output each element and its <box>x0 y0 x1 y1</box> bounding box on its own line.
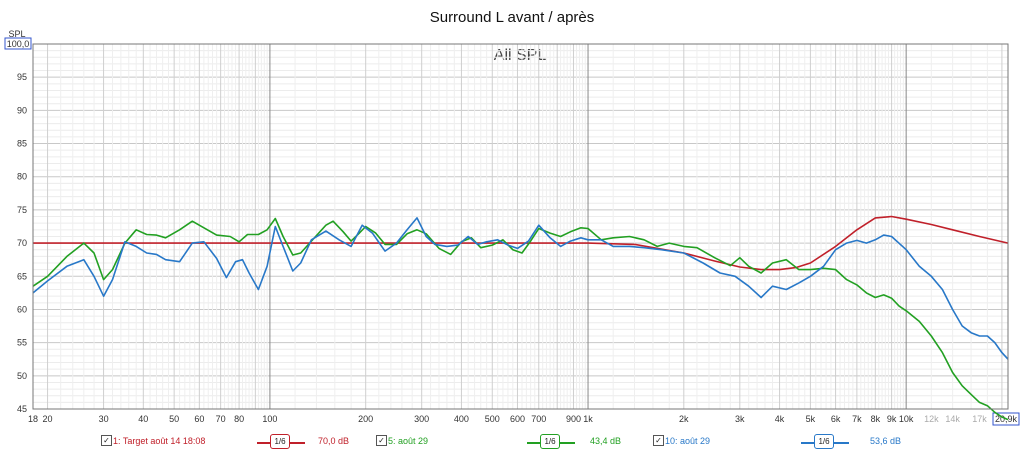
x-tick-label: 30 <box>99 414 109 424</box>
chart-subtitle: All SPL <box>494 47 547 64</box>
x-tick-label: 20 <box>43 414 53 424</box>
grid-lines <box>32 43 1008 410</box>
x-tick-label: 40 <box>138 414 148 424</box>
x-tick-label: 18 <box>28 414 38 424</box>
x-tick-label: 9k <box>887 414 897 424</box>
x-tick-label: 3k <box>735 414 745 424</box>
legend-series-name: 1: Target août 14 18:08 <box>113 436 206 446</box>
x-tick-label: 900 <box>566 414 581 424</box>
y-tick-label: 55 <box>17 338 27 348</box>
x-tick-label: 17k <box>972 414 987 424</box>
x-tick-label: 200 <box>358 414 373 424</box>
y-tick-label: 45 <box>17 404 27 414</box>
x-tick-label: 2k <box>679 414 689 424</box>
x-tick-label: 7k <box>852 414 862 424</box>
x-tick-label: 100 <box>262 414 277 424</box>
x-tick-label: 50 <box>169 414 179 424</box>
legend-checkbox[interactable]: ✓ <box>653 435 664 446</box>
x-tick-labels: 18 20 30 40 50 60 70 80 100 200 300 400 500 600 700 900… <box>28 412 1020 426</box>
x-tick-label: 700 <box>531 414 546 424</box>
x-tick-label: 500 <box>485 414 500 424</box>
y-tick-label: 90 <box>17 105 27 115</box>
y-tick-label: 70 <box>17 238 27 248</box>
x-tick-label: 14k <box>945 414 960 424</box>
legend-series-name: 5: août 29 <box>388 436 429 446</box>
y-tick-label: 50 <box>17 371 27 381</box>
legend-value: 70,0 dB <box>318 436 350 446</box>
x-tick-label: 8k <box>871 414 881 424</box>
x-tick-label: 600 <box>510 414 525 424</box>
legend-checkbox[interactable]: ✓ <box>376 435 387 446</box>
y-tick-label: 75 <box>17 205 27 215</box>
y-tick-label: 100,0 <box>7 39 30 49</box>
legend-smoothing-badge: 1/6 <box>270 434 290 449</box>
legend-smoothing-badge: 1/6 <box>540 434 560 449</box>
y-tick-label: 80 <box>17 172 27 182</box>
x-tick-label: 4k <box>775 414 785 424</box>
legend-value: 53,6 dB <box>870 436 902 446</box>
y-tick-label: 65 <box>17 271 27 281</box>
legend-series-name: 10: août 29 <box>665 436 711 446</box>
x-tick-label: 400 <box>454 414 469 424</box>
series-line-3 <box>32 217 1009 360</box>
x-tick-label: 70 <box>216 414 226 424</box>
chart-title: Surround L avant / après <box>430 9 595 26</box>
plot-frame <box>32 43 1009 410</box>
x-tick-label: 60 <box>194 414 204 424</box>
y-tick-label: 85 <box>17 139 27 149</box>
x-tick-label: 10k <box>899 414 914 424</box>
y-axis-label: SPL <box>8 29 25 39</box>
x-tick-label: 300 <box>414 414 429 424</box>
y-tick-labels: 100,0 95 90 85 80 75 70 65 60 55 50 45 <box>4 37 32 414</box>
x-tick-label: 1k <box>583 414 593 424</box>
y-tick-label: 95 <box>17 72 27 82</box>
legend-checkbox[interactable]: ✓ <box>101 435 112 446</box>
x-tick-label: 80 <box>234 414 244 424</box>
x-tick-label: 6k <box>831 414 841 424</box>
series-line-2 <box>32 217 1009 421</box>
legend-smoothing-badge: 1/6 <box>814 434 834 449</box>
x-tick-label: 12k <box>924 414 939 424</box>
y-tick-label: 60 <box>17 304 27 314</box>
x-tick-label: 5k <box>806 414 816 424</box>
legend-value: 43,4 dB <box>590 436 622 446</box>
series-lines <box>32 215 1009 421</box>
y-max-box <box>4 37 32 50</box>
